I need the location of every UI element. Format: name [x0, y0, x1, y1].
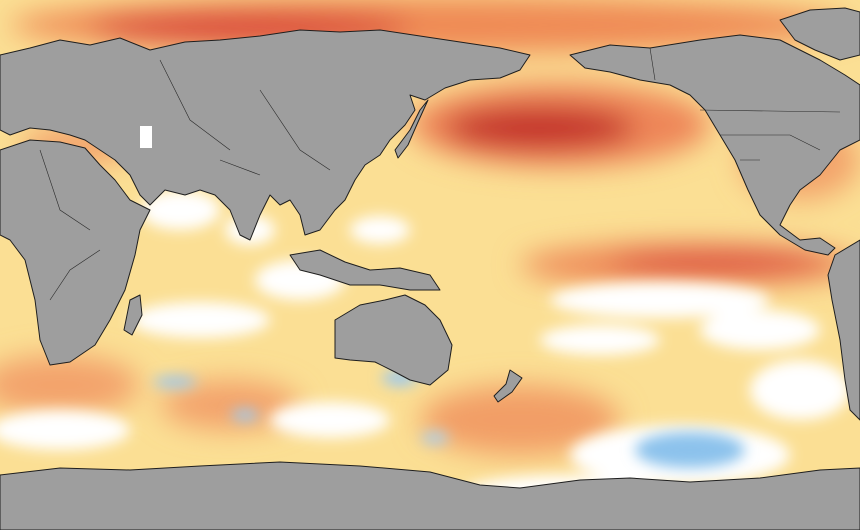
australia [334, 294, 453, 386]
africa [0, 139, 151, 366]
north-america [569, 34, 860, 256]
antarctica [0, 461, 860, 530]
caspian-sea [140, 126, 152, 148]
new-zealand [493, 369, 523, 403]
land-masses [0, 7, 860, 530]
cool-anomalies [153, 370, 745, 468]
warm-anomalies [0, 0, 860, 455]
country-borders [39, 47, 841, 301]
japan [394, 99, 429, 159]
south-america [827, 239, 860, 421]
eurasia [0, 29, 531, 241]
greenland [779, 7, 860, 61]
madagascar [123, 294, 143, 336]
southeast-asia-islands [289, 249, 441, 291]
